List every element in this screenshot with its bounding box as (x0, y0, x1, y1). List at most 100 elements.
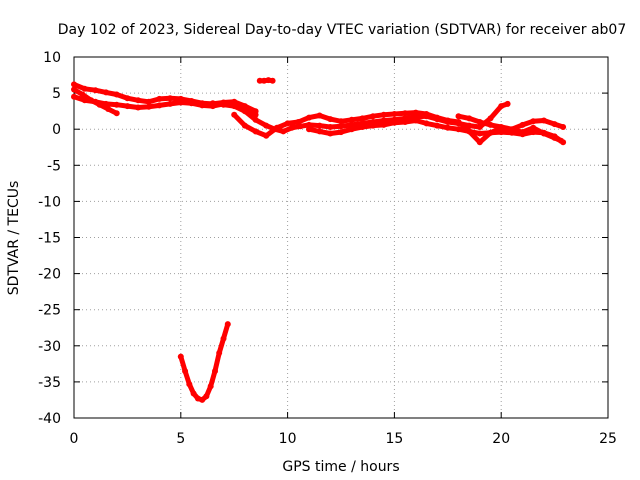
data-point (92, 87, 99, 94)
y-tick-label: -25 (38, 303, 61, 319)
data-point (145, 103, 152, 110)
data-point (348, 126, 355, 133)
data-point (487, 121, 494, 128)
data-point (348, 116, 355, 123)
data-point (224, 321, 231, 328)
x-tick-label: 10 (279, 431, 297, 447)
ticks: 0 5 10 15 20 25 10 5 0 -5 -10 -15 -20 -25 -30 -35 -40 (38, 50, 617, 447)
data-point (530, 124, 537, 131)
x-axis-label: GPS time / hours (282, 459, 399, 475)
data-point (498, 124, 505, 130)
data-point (103, 89, 109, 96)
data-point (88, 97, 95, 104)
y-tick-label: -30 (38, 339, 61, 355)
data-point (530, 118, 537, 125)
data-point (370, 122, 376, 129)
data-point (220, 101, 227, 108)
data-point (186, 381, 193, 388)
data-point (124, 103, 131, 110)
data-point (380, 121, 387, 128)
y-axis-label: SDTVAR / TECUs (6, 181, 22, 296)
data-point (209, 100, 216, 107)
data-point (316, 112, 323, 119)
data-point (380, 117, 387, 124)
data-point (252, 128, 259, 135)
data-point (167, 100, 174, 107)
data-point (359, 124, 366, 130)
chart-title: Day 102 of 2023, Sidereal Day-to-day VTE… (58, 22, 627, 38)
data-point (135, 104, 142, 111)
data-point (113, 101, 120, 108)
data-point (81, 85, 88, 92)
data-point (231, 103, 238, 110)
data-point (519, 131, 526, 138)
data-point (269, 77, 276, 84)
data-point (182, 368, 189, 375)
data-point (519, 121, 526, 128)
data-point (284, 120, 291, 127)
data-point (306, 121, 312, 128)
data-point (504, 100, 511, 107)
data-point (156, 102, 163, 109)
data-point (476, 119, 483, 125)
data-point (273, 124, 280, 131)
data-point (256, 77, 263, 84)
data-point (327, 124, 334, 130)
data-point (402, 110, 409, 117)
data-point (96, 101, 103, 108)
data-point (306, 126, 312, 133)
data-point (263, 122, 270, 129)
data-point (71, 93, 77, 100)
data-point (423, 120, 430, 127)
data-point (203, 393, 210, 400)
series-track-dip (178, 321, 231, 403)
data-point (338, 129, 344, 136)
data-point (508, 126, 515, 133)
data-point (391, 111, 398, 117)
data-point (412, 117, 419, 124)
x-tick-label: 15 (385, 431, 403, 447)
data-point (280, 128, 287, 135)
data-point (476, 130, 483, 137)
data-point (370, 113, 376, 120)
data-point (199, 396, 206, 403)
y-tick-label: -20 (38, 267, 61, 283)
data-point (476, 139, 483, 146)
data-point (540, 117, 547, 124)
data-point (216, 350, 223, 356)
data-point (466, 128, 473, 135)
data-point (551, 133, 558, 140)
data-point (113, 110, 120, 117)
data-point (498, 103, 505, 110)
data-point (71, 81, 77, 88)
data-point (252, 116, 259, 123)
x-tick-label: 20 (492, 431, 510, 447)
data-point (455, 113, 462, 120)
data-point (188, 100, 195, 107)
data-point (466, 115, 473, 122)
data-point (455, 119, 462, 125)
data-point (359, 115, 366, 122)
data-point (71, 86, 77, 93)
data-point (295, 119, 302, 125)
series-layer (71, 77, 567, 403)
y-tick-label: -35 (38, 375, 61, 391)
data-point (316, 122, 323, 129)
data-point (423, 111, 430, 117)
data-point (498, 129, 505, 136)
data-point (338, 123, 344, 130)
data-point (124, 95, 131, 102)
data-point (487, 129, 494, 136)
data-point (540, 129, 547, 136)
y-tick-label: -10 (38, 194, 61, 210)
data-point (199, 102, 206, 109)
data-point (412, 109, 419, 116)
data-point (145, 98, 152, 105)
data-point (135, 97, 142, 104)
y-tick-label: -15 (38, 231, 61, 247)
data-point (434, 114, 441, 121)
data-point (190, 390, 197, 397)
data-point (560, 139, 567, 146)
data-point (455, 126, 462, 133)
data-point (444, 117, 451, 124)
